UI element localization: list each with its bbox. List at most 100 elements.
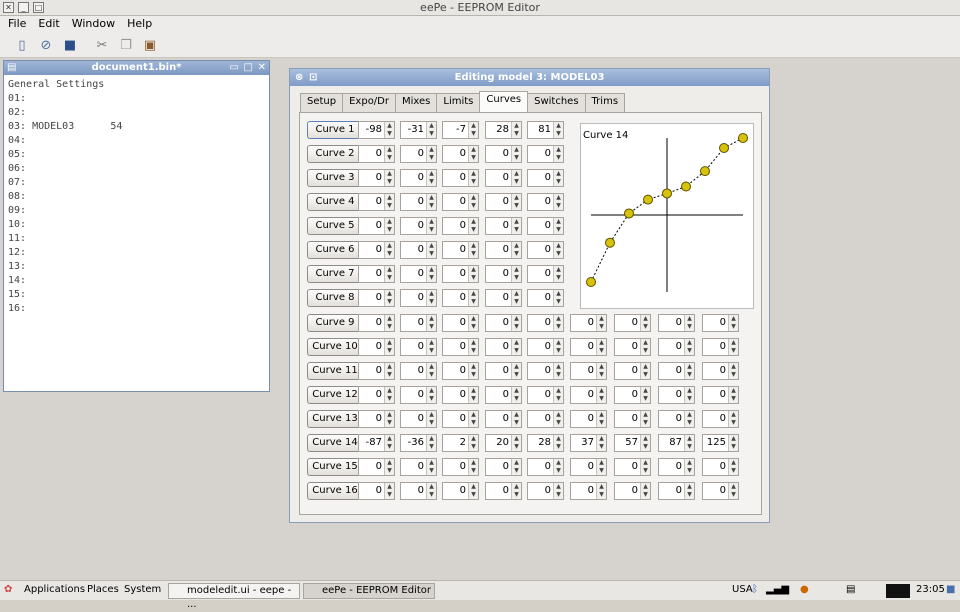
spin-arrows-icon[interactable]: ▲ ▼: [553, 411, 563, 427]
model-list-item[interactable]: 07:: [8, 177, 27, 188]
spin-arrows-icon[interactable]: ▲ ▼: [684, 387, 694, 403]
spin-arrows-icon[interactable]: ▲ ▼: [640, 387, 650, 403]
spin-arrows-icon[interactable]: ▲ ▼: [468, 146, 478, 162]
curve-point-spinbox[interactable]: 0 ▲ ▼: [400, 458, 437, 476]
spin-arrows-icon[interactable]: ▲ ▼: [384, 266, 394, 282]
curve-point-spinbox[interactable]: 0 ▲ ▼: [485, 482, 522, 500]
spin-arrows-icon[interactable]: ▲ ▼: [511, 411, 521, 427]
spin-arrows-icon[interactable]: ▲ ▼: [511, 459, 521, 475]
spin-arrows-icon[interactable]: ▲ ▼: [553, 315, 563, 331]
curve-point-spinbox[interactable]: 0 ▲ ▼: [485, 217, 522, 235]
spin-arrows-icon[interactable]: ▲ ▼: [511, 315, 521, 331]
curve-point-spinbox[interactable]: 0 ▲ ▼: [358, 338, 395, 356]
curve-point-spinbox[interactable]: 87 ▲ ▼: [658, 434, 695, 452]
system-menu[interactable]: System: [124, 584, 162, 595]
spin-arrows-icon[interactable]: ▲ ▼: [468, 218, 478, 234]
curve-point-spinbox[interactable]: 0 ▲ ▼: [442, 169, 479, 187]
spin-arrows-icon[interactable]: ▲ ▼: [684, 435, 694, 451]
spin-arrows-icon[interactable]: ▲ ▼: [384, 435, 394, 451]
curve-point-spinbox[interactable]: 0 ▲ ▼: [485, 458, 522, 476]
curve-point[interactable]: [586, 276, 596, 287]
model-list-item[interactable]: 14:: [8, 275, 27, 286]
workspace-icon[interactable]: ■: [946, 584, 956, 595]
spin-arrows-icon[interactable]: ▲ ▼: [384, 170, 394, 186]
tab-mixes[interactable]: Mixes: [395, 93, 438, 112]
curve-point-spinbox[interactable]: 0 ▲ ▼: [358, 217, 395, 235]
browser-icon[interactable]: ●: [800, 584, 809, 595]
curve-point-spinbox[interactable]: 0 ▲ ▼: [570, 362, 607, 380]
curve-point-spinbox[interactable]: 0 ▲ ▼: [658, 458, 695, 476]
task-eepe[interactable]: eePe - EEPROM Editor: [303, 583, 435, 599]
spin-arrows-icon[interactable]: ▲ ▼: [640, 315, 650, 331]
spin-arrows-icon[interactable]: ▲ ▼: [553, 290, 563, 306]
spin-arrows-icon[interactable]: ▲ ▼: [596, 339, 606, 355]
curve-point-spinbox[interactable]: 0 ▲ ▼: [485, 265, 522, 283]
spin-arrows-icon[interactable]: ▲ ▼: [728, 483, 738, 499]
curve-point-spinbox[interactable]: 20 ▲ ▼: [485, 434, 522, 452]
spin-arrows-icon[interactable]: ▲ ▼: [468, 194, 478, 210]
curve-point-spinbox[interactable]: 0 ▲ ▼: [442, 193, 479, 211]
spin-arrows-icon[interactable]: ▲ ▼: [384, 339, 394, 355]
model-list-item[interactable]: 13:: [8, 261, 27, 272]
spin-arrows-icon[interactable]: ▲ ▼: [728, 435, 738, 451]
spin-arrows-icon[interactable]: ▲ ▼: [384, 411, 394, 427]
curve-point-spinbox[interactable]: 0 ▲ ▼: [614, 482, 651, 500]
curve-point-spinbox[interactable]: 0 ▲ ▼: [358, 386, 395, 404]
curve-point[interactable]: [738, 133, 748, 143]
curve-point-spinbox[interactable]: 0 ▲ ▼: [442, 217, 479, 235]
window-menu-icon[interactable]: ▤: [7, 62, 17, 73]
curve-point[interactable]: [681, 181, 691, 192]
curve-point-spinbox[interactable]: 0 ▲ ▼: [358, 265, 395, 283]
spin-arrows-icon[interactable]: ▲ ▼: [640, 483, 650, 499]
curve-point-spinbox[interactable]: 0 ▲ ▼: [527, 265, 564, 283]
curve-point-spinbox[interactable]: 0 ▲ ▼: [400, 338, 437, 356]
spin-arrows-icon[interactable]: ▲ ▼: [640, 363, 650, 379]
curve-point-spinbox[interactable]: 0 ▲ ▼: [485, 386, 522, 404]
spin-arrows-icon[interactable]: ▲ ▼: [426, 411, 436, 427]
spin-arrows-icon[interactable]: ▲ ▼: [468, 339, 478, 355]
curve-point-spinbox[interactable]: 0 ▲ ▼: [614, 386, 651, 404]
curve-point-spinbox[interactable]: 0 ▲ ▼: [485, 410, 522, 428]
curve-point-spinbox[interactable]: 0 ▲ ▼: [485, 169, 522, 187]
spin-arrows-icon[interactable]: ▲ ▼: [468, 387, 478, 403]
curve-point-spinbox[interactable]: 0 ▲ ▼: [614, 314, 651, 332]
model-list-item[interactable]: 09:: [8, 205, 27, 216]
spin-arrows-icon[interactable]: ▲ ▼: [468, 411, 478, 427]
spin-arrows-icon[interactable]: ▲ ▼: [553, 170, 563, 186]
model-list-item[interactable]: 10:: [8, 219, 27, 230]
maximize-icon[interactable]: □: [33, 2, 44, 13]
spin-arrows-icon[interactable]: ▲ ▼: [511, 435, 521, 451]
curve-point-spinbox[interactable]: 0 ▲ ▼: [485, 193, 522, 211]
curve-point-spinbox[interactable]: -31 ▲ ▼: [400, 121, 437, 139]
paste-icon[interactable]: ▣: [143, 38, 157, 53]
spin-arrows-icon[interactable]: ▲ ▼: [684, 459, 694, 475]
spin-arrows-icon[interactable]: ▲ ▼: [728, 363, 738, 379]
curve-point-spinbox[interactable]: 0 ▲ ▼: [527, 314, 564, 332]
spin-arrows-icon[interactable]: ▲ ▼: [384, 459, 394, 475]
spin-arrows-icon[interactable]: ▲ ▼: [553, 218, 563, 234]
curve-point-spinbox[interactable]: 0 ▲ ▼: [485, 338, 522, 356]
spin-arrows-icon[interactable]: ▲ ▼: [426, 459, 436, 475]
curve-point-spinbox[interactable]: 0 ▲ ▼: [658, 362, 695, 380]
spin-arrows-icon[interactable]: ▲ ▼: [426, 122, 436, 138]
curve-point-spinbox[interactable]: 0 ▲ ▼: [527, 458, 564, 476]
curve-point-spinbox[interactable]: 0 ▲ ▼: [358, 241, 395, 259]
curve-button[interactable]: Curve 7: [307, 265, 363, 283]
model-list-item[interactable]: General Settings: [8, 79, 105, 90]
model-list-item[interactable]: 08:: [8, 191, 27, 202]
clock[interactable]: 23:05: [916, 584, 945, 595]
menu-file[interactable]: File: [8, 17, 27, 30]
curve-point[interactable]: [605, 237, 615, 248]
restore-icon[interactable]: ⊡: [309, 72, 318, 83]
dialog-title-bar[interactable]: Editing model 3: MODEL03 ⊗ ⊡: [290, 69, 769, 86]
maximize-icon[interactable]: □: [243, 62, 253, 73]
curve-point-spinbox[interactable]: 0 ▲ ▼: [442, 338, 479, 356]
document-title-bar[interactable]: document1.bin* ▤ ▭ □ ✕: [4, 61, 269, 75]
spin-arrows-icon[interactable]: ▲ ▼: [426, 146, 436, 162]
spin-arrows-icon[interactable]: ▲ ▼: [596, 483, 606, 499]
open-icon[interactable]: ⊘: [40, 38, 52, 53]
spin-arrows-icon[interactable]: ▲ ▼: [384, 194, 394, 210]
spin-arrows-icon[interactable]: ▲ ▼: [640, 339, 650, 355]
curve-point-spinbox[interactable]: 0 ▲ ▼: [442, 289, 479, 307]
spin-arrows-icon[interactable]: ▲ ▼: [384, 315, 394, 331]
